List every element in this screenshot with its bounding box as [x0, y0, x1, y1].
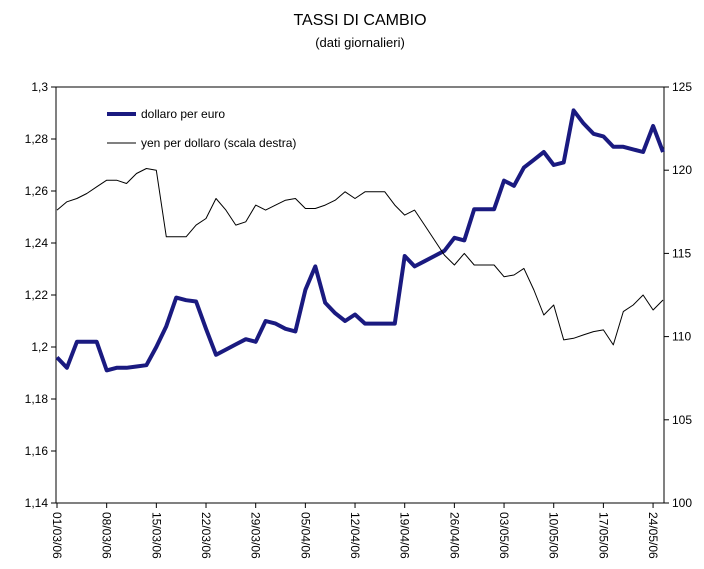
- x-tick-label: 01/03/06: [50, 512, 64, 559]
- x-tick-label: 03/05/06: [497, 512, 511, 559]
- y-tick-label: 1,18: [25, 392, 49, 406]
- x-tick-label: 15/03/06: [149, 512, 163, 559]
- x-tick-label: 17/05/06: [596, 512, 610, 559]
- y-tick-label: 1,3: [31, 80, 48, 94]
- series-line: [56, 168, 664, 346]
- legend-label: dollaro per euro: [141, 107, 225, 121]
- y-tick-label: 1,22: [25, 288, 49, 302]
- chart-title: TASSI DI CAMBIO: [293, 12, 426, 29]
- x-tick-label: 08/03/06: [100, 512, 114, 559]
- y2-tick-label: 120: [672, 163, 692, 177]
- y2-tick-label: 125: [672, 80, 692, 94]
- x-tick-label: 10/05/06: [547, 512, 561, 559]
- series-line: [55, 108, 665, 373]
- y2-tick-label: 105: [672, 413, 692, 427]
- y2-tick-label: 115: [672, 246, 691, 260]
- x-tick-label: 24/05/06: [646, 512, 660, 559]
- x-tick-label: 26/04/06: [447, 512, 461, 559]
- x-tick-label: 19/04/06: [398, 512, 412, 559]
- chart-subtitle: (dati giornalieri): [315, 35, 405, 50]
- y-tick-label: 1,14: [25, 496, 49, 510]
- x-tick-label: 22/03/06: [199, 512, 213, 559]
- x-tick-label: 12/04/06: [348, 512, 362, 559]
- y-tick-label: 1,2: [31, 340, 48, 354]
- legend-label: yen per dollaro (scala destra): [141, 136, 296, 150]
- x-tick-label: 05/04/06: [298, 512, 312, 559]
- y-tick-label: 1,24: [25, 236, 49, 250]
- y-tick-label: 1,28: [25, 132, 49, 146]
- x-tick-label: 29/03/06: [249, 512, 263, 559]
- y2-tick-label: 100: [672, 496, 692, 510]
- y-tick-label: 1,16: [25, 444, 49, 458]
- y2-tick-label: 110: [672, 330, 691, 344]
- y-tick-label: 1,26: [25, 184, 49, 198]
